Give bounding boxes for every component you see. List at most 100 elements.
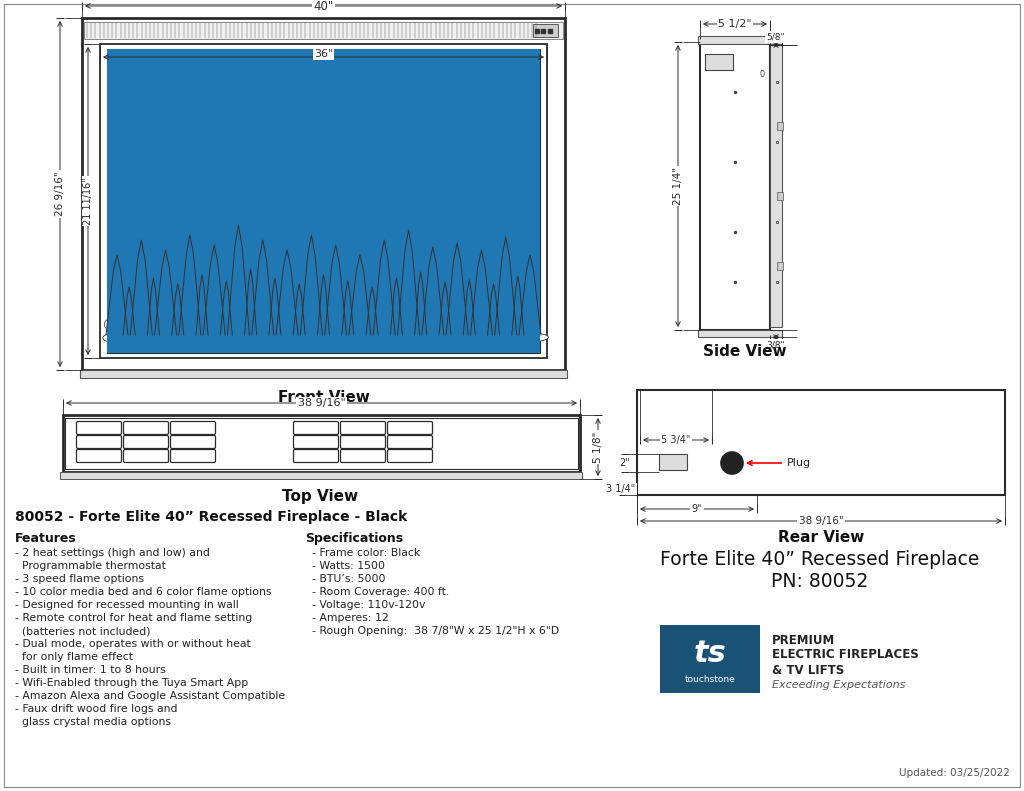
Text: 2": 2": [620, 458, 631, 468]
FancyBboxPatch shape: [77, 449, 122, 463]
Text: PREMIUM: PREMIUM: [772, 634, 836, 646]
Circle shape: [281, 326, 290, 335]
Circle shape: [384, 318, 401, 335]
Ellipse shape: [282, 331, 306, 343]
Ellipse shape: [399, 331, 426, 344]
Ellipse shape: [300, 330, 327, 340]
Bar: [82, 18, 565, 370]
Text: Programmable thermostat: Programmable thermostat: [15, 561, 166, 571]
Bar: [84, 22, 563, 39]
Text: 26 9/16": 26 9/16": [55, 172, 65, 216]
Bar: [106, 49, 540, 353]
Text: - Voltage: 110v-120v: - Voltage: 110v-120v: [305, 600, 425, 610]
Bar: [777, 122, 783, 130]
Text: Rear View: Rear View: [778, 529, 864, 544]
Text: - Wifi-Enabled through the Tuya Smart App: - Wifi-Enabled through the Tuya Smart Ap…: [15, 678, 248, 688]
Ellipse shape: [102, 333, 127, 343]
Bar: [698, 330, 782, 337]
Text: 5 3/4": 5 3/4": [662, 435, 690, 445]
Circle shape: [469, 320, 485, 338]
Circle shape: [190, 315, 207, 331]
Ellipse shape: [380, 331, 407, 344]
Text: ELECTRIC FIREPLACES: ELECTRIC FIREPLACES: [772, 649, 919, 661]
Text: 25 1/4": 25 1/4": [673, 167, 683, 205]
Bar: [777, 192, 783, 200]
Text: Forte Elite 40” Recessed Fireplace: Forte Elite 40” Recessed Fireplace: [660, 550, 980, 569]
Text: 36": 36": [314, 49, 333, 59]
Text: (batteries not included): (batteries not included): [15, 626, 151, 636]
Circle shape: [524, 322, 540, 336]
Circle shape: [399, 323, 413, 336]
Text: - Remote control for heat and flame setting: - Remote control for heat and flame sett…: [15, 613, 252, 623]
FancyBboxPatch shape: [341, 436, 385, 448]
Text: 5/8": 5/8": [767, 32, 785, 41]
Text: 3/8": 3/8": [767, 340, 785, 350]
Text: - Faux drift wood fire logs and: - Faux drift wood fire logs and: [15, 704, 177, 714]
Text: - Amazon Alexa and Google Assistant Compatible: - Amazon Alexa and Google Assistant Comp…: [15, 691, 285, 701]
Circle shape: [452, 321, 466, 335]
Text: Features: Features: [15, 532, 77, 545]
Circle shape: [146, 320, 160, 333]
Circle shape: [511, 323, 526, 339]
Text: - Watts: 1500: - Watts: 1500: [305, 561, 385, 571]
FancyBboxPatch shape: [77, 436, 122, 448]
Ellipse shape: [139, 335, 170, 346]
Circle shape: [250, 324, 262, 336]
Circle shape: [485, 320, 501, 335]
Text: glass crystal media options: glass crystal media options: [15, 717, 171, 727]
Text: - Frame color: Black: - Frame color: Black: [305, 548, 420, 558]
Ellipse shape: [438, 334, 467, 345]
FancyBboxPatch shape: [341, 422, 385, 434]
Bar: [700, 42, 770, 330]
Circle shape: [162, 323, 176, 338]
Ellipse shape: [498, 333, 526, 345]
Ellipse shape: [337, 331, 370, 345]
Circle shape: [408, 320, 423, 335]
Circle shape: [721, 452, 743, 474]
Bar: [106, 49, 540, 353]
Text: - 10 color media bed and 6 color flame options: - 10 color media bed and 6 color flame o…: [15, 587, 271, 597]
Text: 3 1/4": 3 1/4": [606, 484, 636, 494]
Bar: [534, 24, 558, 37]
Circle shape: [439, 325, 452, 337]
Text: for only flame effect: for only flame effect: [15, 652, 133, 662]
Text: - Room Coverage: 400 ft.: - Room Coverage: 400 ft.: [305, 587, 450, 597]
Bar: [65, 418, 578, 469]
Text: - Designed for recessed mounting in wall: - Designed for recessed mounting in wall: [15, 600, 239, 610]
Bar: [60, 472, 582, 479]
Text: Front View: Front View: [278, 391, 370, 406]
Bar: [637, 390, 1005, 495]
FancyBboxPatch shape: [124, 449, 169, 463]
Ellipse shape: [184, 331, 205, 342]
Ellipse shape: [321, 332, 346, 342]
Text: 5 1/2": 5 1/2": [718, 19, 752, 29]
Ellipse shape: [220, 332, 248, 344]
Circle shape: [208, 326, 219, 337]
Text: 38 9/16": 38 9/16": [799, 516, 844, 526]
FancyBboxPatch shape: [171, 449, 215, 463]
Text: 21 11/16": 21 11/16": [83, 177, 93, 225]
FancyBboxPatch shape: [294, 422, 339, 434]
Bar: [698, 36, 782, 44]
Text: 38 9/16": 38 9/16": [298, 398, 345, 408]
Text: 40": 40": [313, 0, 334, 13]
Circle shape: [125, 322, 134, 331]
Text: 9": 9": [691, 504, 702, 514]
Circle shape: [359, 323, 368, 331]
FancyBboxPatch shape: [294, 449, 339, 463]
Bar: [659, 454, 687, 470]
Circle shape: [218, 316, 237, 334]
Circle shape: [104, 319, 115, 330]
Text: Top View: Top View: [282, 489, 358, 504]
Bar: [705, 54, 733, 70]
Text: Updated: 03/25/2022: Updated: 03/25/2022: [899, 768, 1010, 778]
Circle shape: [329, 324, 338, 333]
Text: touchstone: touchstone: [685, 676, 735, 684]
Ellipse shape: [203, 334, 225, 343]
Ellipse shape: [516, 333, 548, 342]
Text: - 3 speed flame options: - 3 speed flame options: [15, 574, 144, 584]
Circle shape: [339, 322, 353, 335]
Text: - BTU’s: 5000: - BTU’s: 5000: [305, 574, 385, 584]
FancyBboxPatch shape: [171, 436, 215, 448]
FancyBboxPatch shape: [294, 436, 339, 448]
